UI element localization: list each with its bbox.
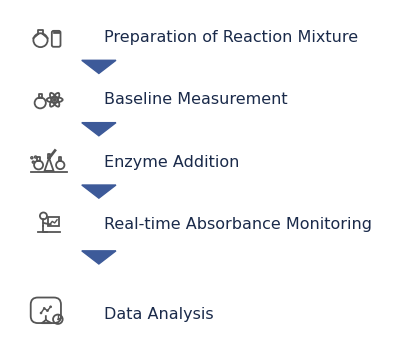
Circle shape [53,98,56,101]
Text: Enzyme Addition: Enzyme Addition [104,155,240,170]
Polygon shape [82,185,116,198]
Text: Preparation of Reaction Mixture: Preparation of Reaction Mixture [104,30,358,45]
Circle shape [47,310,49,312]
Circle shape [50,306,51,308]
Polygon shape [82,122,116,136]
Circle shape [43,307,45,309]
Text: Data Analysis: Data Analysis [104,307,214,322]
Text: Baseline Measurement: Baseline Measurement [104,92,288,107]
Polygon shape [82,60,116,74]
Polygon shape [82,251,116,264]
Text: Real-time Absorbance Monitoring: Real-time Absorbance Monitoring [104,217,372,232]
Circle shape [40,312,42,314]
